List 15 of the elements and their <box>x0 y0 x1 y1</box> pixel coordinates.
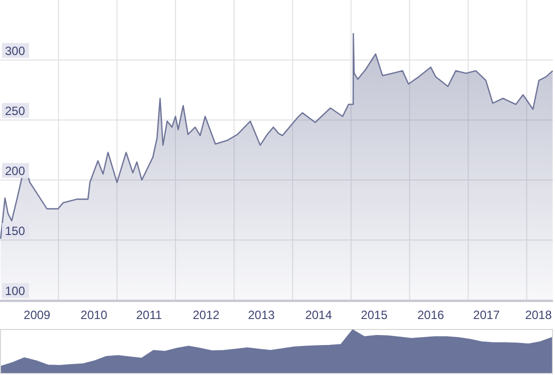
y-tick-label: 150 <box>5 224 26 238</box>
x-tick-label: 2016 <box>417 308 444 322</box>
x-tick-label: 2010 <box>80 308 108 322</box>
y-tick-label: 300 <box>5 44 26 58</box>
y-tick-label: 200 <box>5 164 26 178</box>
x-tick-label: 2015 <box>360 308 388 322</box>
x-tick-label: 2009 <box>24 308 51 322</box>
x-tick-label: 2017 <box>473 308 500 322</box>
y-tick-label: 100 <box>5 284 26 298</box>
y-tick-label: 250 <box>5 104 26 118</box>
x-tick-label: 2011 <box>136 308 162 322</box>
x-tick-label: 2013 <box>248 308 276 322</box>
x-tick-label: 2012 <box>192 308 220 322</box>
x-tick-label: 2018 <box>525 308 552 322</box>
x-tick-label: 2014 <box>305 308 332 322</box>
